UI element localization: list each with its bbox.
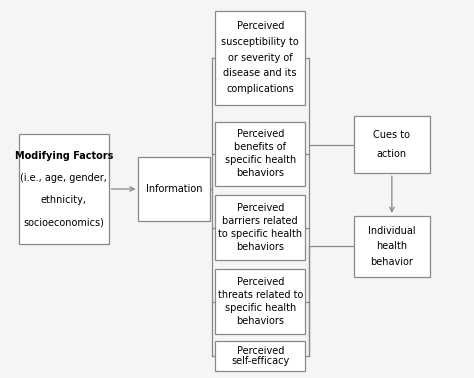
Text: Modifying Factors: Modifying Factors: [15, 151, 113, 161]
FancyBboxPatch shape: [216, 122, 305, 186]
Text: benefits of: benefits of: [234, 143, 286, 152]
Text: action: action: [377, 149, 407, 159]
Text: barriers related: barriers related: [222, 216, 298, 226]
Text: Information: Information: [146, 184, 202, 194]
Text: self-efficacy: self-efficacy: [231, 356, 289, 366]
Text: specific health: specific health: [225, 303, 296, 313]
Text: Cues to: Cues to: [374, 130, 410, 140]
FancyBboxPatch shape: [354, 116, 430, 173]
Text: behaviors: behaviors: [236, 316, 284, 326]
FancyBboxPatch shape: [138, 156, 210, 222]
Text: behaviors: behaviors: [236, 168, 284, 178]
FancyBboxPatch shape: [216, 11, 305, 105]
Text: behaviors: behaviors: [236, 242, 284, 252]
Text: specific health: specific health: [225, 155, 296, 165]
FancyBboxPatch shape: [216, 270, 305, 334]
Text: (i.e., age, gender,: (i.e., age, gender,: [20, 173, 107, 183]
Text: behavior: behavior: [370, 257, 413, 266]
Text: Individual: Individual: [368, 226, 416, 236]
FancyBboxPatch shape: [19, 133, 109, 245]
FancyBboxPatch shape: [216, 341, 305, 371]
Text: Perceived: Perceived: [237, 277, 284, 287]
Text: to specific health: to specific health: [218, 229, 302, 239]
Text: Perceived: Perceived: [237, 130, 284, 139]
FancyBboxPatch shape: [216, 195, 305, 260]
Text: complications: complications: [226, 84, 294, 94]
Text: disease and its: disease and its: [223, 68, 297, 79]
Text: health: health: [376, 241, 408, 251]
FancyBboxPatch shape: [354, 216, 430, 277]
Text: Perceived: Perceived: [237, 203, 284, 214]
Text: or severity of: or severity of: [228, 53, 292, 63]
Text: Perceived: Perceived: [237, 21, 284, 31]
Text: socioeconomics): socioeconomics): [23, 217, 104, 227]
Text: Perceived: Perceived: [237, 346, 284, 356]
Text: ethnicity,: ethnicity,: [41, 195, 87, 205]
Text: susceptibility to: susceptibility to: [221, 37, 299, 47]
Text: threats related to: threats related to: [218, 290, 303, 300]
